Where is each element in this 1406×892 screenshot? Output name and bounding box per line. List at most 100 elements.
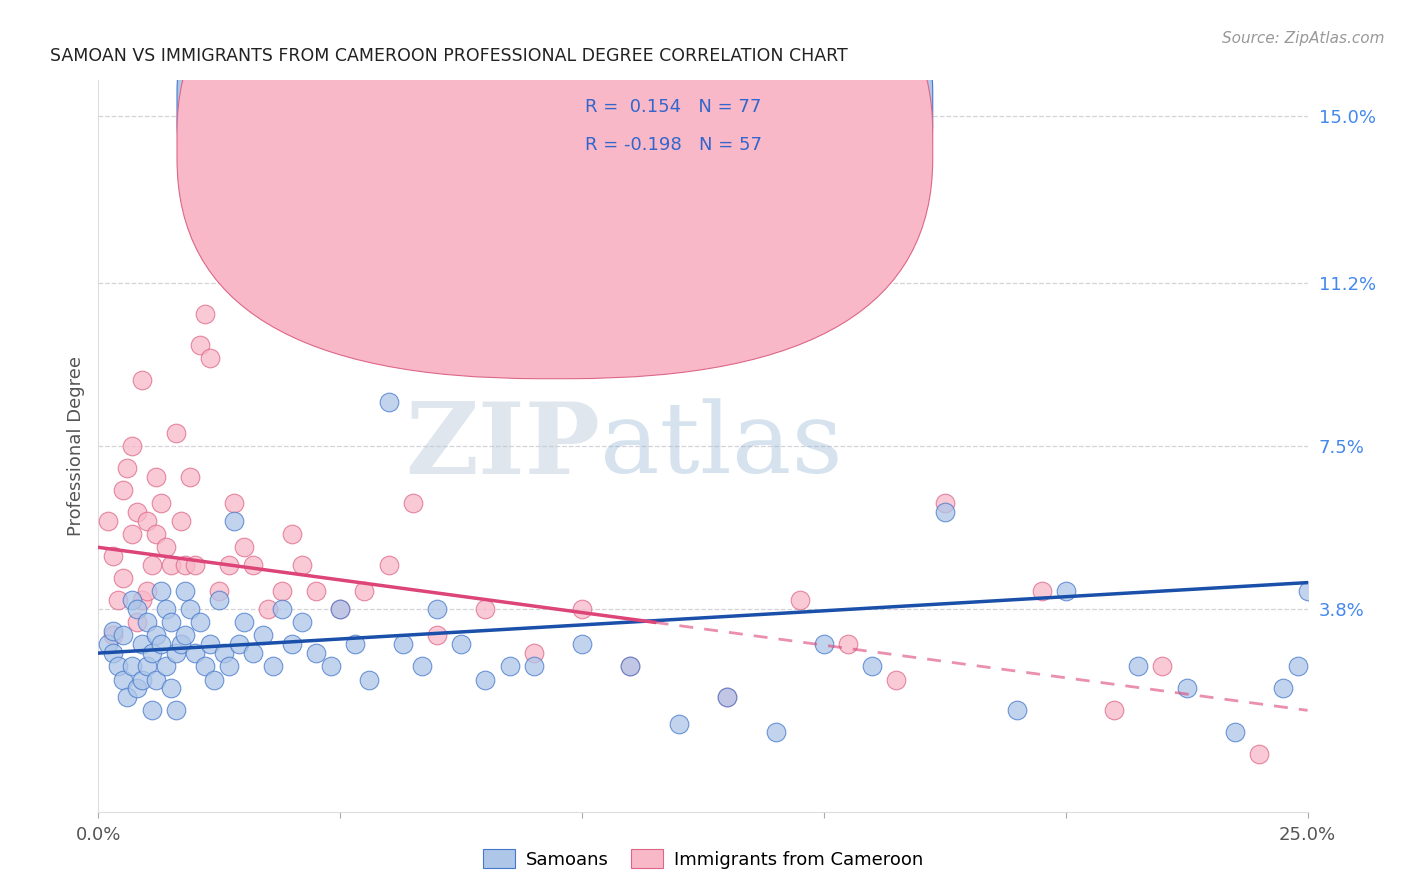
Point — [329, 602, 352, 616]
Text: Source: ZipAtlas.com: Source: ZipAtlas.com — [1222, 31, 1385, 46]
Point — [402, 496, 425, 510]
Point — [150, 584, 173, 599]
Text: SAMOAN VS IMMIGRANTS FROM CAMEROON PROFESSIONAL DEGREE CORRELATION CHART: SAMOAN VS IMMIGRANTS FROM CAMEROON PROFE… — [51, 47, 848, 65]
Point — [523, 646, 546, 660]
Point — [121, 659, 143, 673]
Point — [111, 628, 134, 642]
Point — [1031, 584, 1053, 599]
Point — [242, 558, 264, 572]
Text: ZIP: ZIP — [405, 398, 600, 494]
FancyBboxPatch shape — [177, 0, 932, 340]
Point — [155, 602, 177, 616]
Point — [222, 496, 245, 510]
Point — [359, 673, 381, 687]
Point — [860, 659, 883, 673]
Point — [141, 558, 163, 572]
Point — [135, 615, 157, 630]
Point — [111, 483, 134, 497]
Point — [1152, 659, 1174, 673]
Point — [145, 628, 167, 642]
Point — [117, 461, 139, 475]
Point — [174, 558, 197, 572]
Point — [571, 602, 593, 616]
Point — [716, 690, 738, 705]
Point — [392, 637, 415, 651]
Point — [305, 646, 328, 660]
Point — [222, 514, 245, 528]
Point — [97, 637, 120, 651]
Point — [411, 659, 433, 673]
Point — [1296, 584, 1319, 599]
Point — [290, 615, 312, 630]
Point — [242, 646, 264, 660]
Point — [160, 615, 183, 630]
Point — [135, 514, 157, 528]
Point — [194, 659, 217, 673]
Point — [212, 646, 235, 660]
Point — [107, 593, 129, 607]
Point — [789, 593, 811, 607]
Point — [934, 505, 956, 519]
Point — [169, 514, 191, 528]
Point — [1054, 584, 1077, 599]
Point — [121, 593, 143, 607]
Point — [101, 624, 124, 638]
Point — [131, 637, 153, 651]
Point — [208, 593, 231, 607]
Point — [1007, 703, 1029, 717]
Point — [450, 637, 472, 651]
Point — [668, 716, 690, 731]
Point — [131, 593, 153, 607]
Point — [1175, 681, 1198, 696]
Point — [127, 505, 149, 519]
Point — [343, 637, 366, 651]
Point — [474, 602, 496, 616]
Point — [571, 637, 593, 651]
Point — [426, 602, 449, 616]
Legend: Samoans, Immigrants from Cameroon: Samoans, Immigrants from Cameroon — [475, 842, 931, 876]
Text: atlas: atlas — [600, 398, 844, 494]
Point — [198, 351, 221, 365]
Point — [121, 439, 143, 453]
Point — [218, 558, 240, 572]
Point — [101, 628, 124, 642]
Point — [619, 659, 641, 673]
Text: R =  0.154   N = 77: R = 0.154 N = 77 — [585, 97, 761, 116]
Point — [107, 659, 129, 673]
Point — [281, 637, 304, 651]
Point — [208, 584, 231, 599]
Point — [1128, 659, 1150, 673]
Point — [262, 659, 284, 673]
Point — [135, 659, 157, 673]
Point — [174, 584, 197, 599]
Point — [281, 527, 304, 541]
Point — [353, 584, 375, 599]
Y-axis label: Professional Degree: Professional Degree — [66, 356, 84, 536]
Point — [1223, 725, 1246, 739]
Point — [271, 602, 294, 616]
Point — [198, 637, 221, 651]
Point — [165, 646, 187, 660]
Point — [619, 659, 641, 673]
Point — [184, 646, 207, 660]
Point — [127, 681, 149, 696]
Point — [474, 673, 496, 687]
Point — [218, 659, 240, 673]
Point — [765, 725, 787, 739]
Point — [886, 673, 908, 687]
Point — [150, 637, 173, 651]
Point — [813, 637, 835, 651]
Point — [121, 527, 143, 541]
Point — [188, 615, 211, 630]
Point — [155, 541, 177, 555]
Point — [101, 549, 124, 563]
Point — [523, 659, 546, 673]
Point — [135, 584, 157, 599]
Point — [256, 602, 278, 616]
Point — [837, 637, 859, 651]
Point — [934, 496, 956, 510]
Point — [145, 673, 167, 687]
Point — [117, 690, 139, 705]
Point — [188, 337, 211, 351]
Point — [111, 673, 134, 687]
